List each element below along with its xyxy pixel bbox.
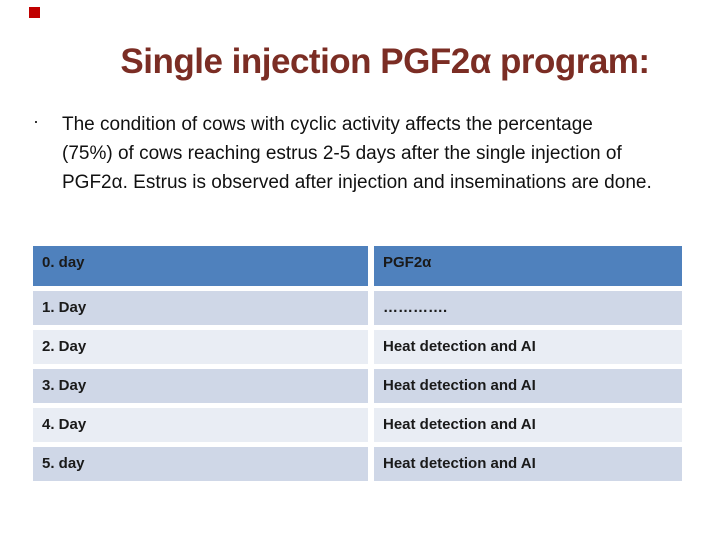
table-row-4-value: Heat detection and AI (374, 408, 682, 442)
red-square-marker (29, 7, 40, 18)
table-row-2-day: 2. Day (33, 330, 368, 364)
table-row-3-value: Heat detection and AI (374, 369, 682, 403)
schedule-table: 0. day PGF2α 1. Day …………. 2. Day Heat de… (33, 246, 682, 481)
bullet-line-2: (75%) of cows reaching estrus 2-5 days a… (62, 143, 622, 164)
table-row-5-day: 5. day (33, 447, 368, 481)
bullet-marker: · (33, 111, 39, 131)
bullet-line-1: The condition of cows with cyclic activi… (62, 114, 593, 135)
table-row-4-day: 4. Day (33, 408, 368, 442)
slide-title: Single injection PGF2α program: (120, 42, 650, 81)
table-row-1-value: …………. (374, 291, 682, 325)
bullet-text: The condition of cows with cyclic activi… (62, 110, 690, 197)
table-row-5-value: Heat detection and AI (374, 447, 682, 481)
table-header-treatment: PGF2α (374, 246, 682, 286)
table-row-2-value: Heat detection and AI (374, 330, 682, 364)
bullet-line-3: PGF2α. Estrus is observed after injectio… (62, 172, 652, 193)
table-row-1-day: 1. Day (33, 291, 368, 325)
table-row-3-day: 3. Day (33, 369, 368, 403)
table-header-day: 0. day (33, 246, 368, 286)
